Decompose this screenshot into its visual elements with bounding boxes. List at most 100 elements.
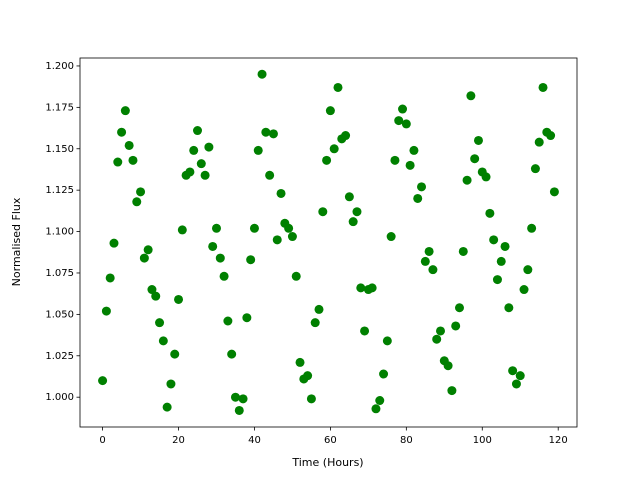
point — [401, 119, 411, 129]
point — [534, 137, 544, 147]
x-tick-label: 20 — [172, 435, 185, 446]
point — [227, 349, 237, 359]
point — [230, 392, 240, 402]
point — [136, 187, 146, 197]
point — [291, 271, 301, 281]
point — [219, 271, 229, 281]
point — [284, 223, 294, 233]
y-tick-label: 1.050 — [45, 309, 74, 320]
point — [519, 285, 529, 295]
point — [117, 127, 127, 137]
point — [246, 255, 256, 265]
point — [462, 175, 472, 185]
y-tick-label: 1.125 — [45, 185, 74, 196]
point — [485, 208, 495, 218]
x-tick-label: 40 — [248, 435, 261, 446]
point — [489, 235, 499, 245]
point — [466, 91, 476, 101]
point — [170, 349, 180, 359]
point — [303, 371, 313, 381]
x-tick-label: 100 — [473, 435, 492, 446]
point — [177, 225, 187, 235]
point — [211, 223, 221, 233]
point — [500, 241, 510, 251]
point — [261, 127, 271, 137]
point — [234, 405, 244, 415]
y-tick-label: 1.175 — [45, 102, 74, 113]
point — [458, 246, 468, 256]
point — [253, 145, 263, 155]
point — [185, 167, 195, 177]
point — [375, 396, 385, 406]
point — [223, 316, 233, 326]
point — [318, 207, 328, 217]
point — [511, 379, 521, 389]
point — [360, 326, 370, 336]
point — [215, 253, 225, 263]
point — [523, 265, 533, 275]
point — [333, 82, 343, 92]
point — [287, 232, 297, 242]
point — [124, 140, 134, 150]
point — [113, 157, 123, 167]
point — [405, 160, 415, 170]
point — [546, 131, 556, 141]
point — [306, 394, 316, 404]
point — [496, 256, 506, 266]
point — [424, 246, 434, 256]
point — [101, 306, 111, 316]
point — [268, 129, 278, 139]
point — [155, 318, 165, 328]
point — [128, 155, 138, 165]
point — [443, 361, 453, 371]
point — [398, 104, 408, 114]
point — [386, 232, 396, 242]
point — [276, 188, 286, 198]
point — [379, 369, 389, 379]
y-tick-label: 1.075 — [45, 268, 74, 279]
axes-frame — [79, 57, 578, 428]
x-tick-label: 120 — [549, 435, 568, 446]
point — [470, 154, 480, 164]
point — [98, 376, 108, 386]
point — [538, 82, 548, 92]
point — [451, 321, 461, 331]
point — [238, 394, 248, 404]
point — [314, 304, 324, 314]
point — [196, 159, 206, 169]
point — [341, 131, 351, 141]
point — [382, 336, 392, 346]
point — [257, 69, 267, 79]
point — [132, 197, 142, 207]
point — [492, 275, 502, 285]
point — [242, 313, 252, 323]
point — [322, 155, 332, 165]
point — [417, 182, 427, 192]
point — [344, 192, 354, 202]
y-axis-label: Normalised Flux — [10, 197, 23, 286]
point — [120, 106, 130, 116]
point — [189, 145, 199, 155]
point — [428, 265, 438, 275]
point — [367, 283, 377, 293]
point — [105, 273, 115, 283]
point — [352, 207, 362, 217]
point — [481, 172, 491, 182]
point — [151, 291, 161, 301]
point — [436, 326, 446, 336]
point — [515, 371, 525, 381]
point — [166, 379, 176, 389]
point — [329, 144, 339, 154]
y-tick-label: 1.150 — [45, 144, 74, 155]
point — [420, 256, 430, 266]
point — [447, 386, 457, 396]
point — [371, 404, 381, 414]
point — [504, 303, 514, 313]
point — [530, 164, 540, 174]
point — [204, 142, 214, 152]
x-tick-label: 0 — [99, 435, 105, 446]
point — [295, 357, 305, 367]
point — [265, 170, 275, 180]
